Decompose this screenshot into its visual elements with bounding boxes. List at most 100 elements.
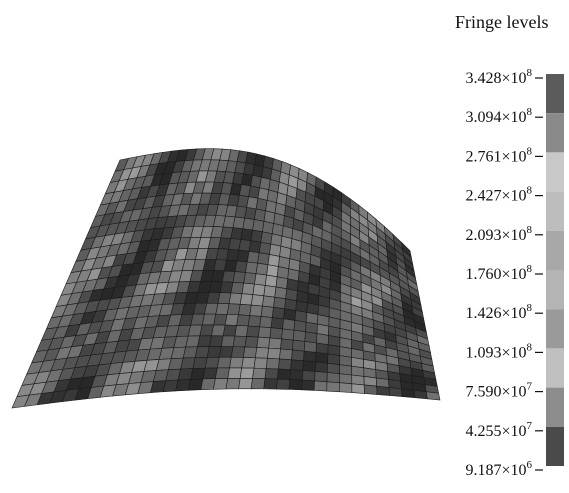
mesh-cell bbox=[209, 336, 223, 347]
mesh-cell bbox=[414, 390, 428, 399]
color-segment bbox=[546, 427, 564, 466]
fringe-color-bar bbox=[546, 74, 564, 466]
mesh-cell bbox=[302, 380, 315, 390]
mesh-cell bbox=[239, 378, 253, 388]
mantissa: 3.428 bbox=[465, 70, 501, 87]
mesh-cell bbox=[389, 388, 402, 397]
base: ×10 bbox=[501, 227, 526, 244]
level-label: 3.428×108 bbox=[465, 67, 532, 87]
mesh-cell bbox=[205, 357, 219, 368]
exponent: 6 bbox=[527, 459, 533, 471]
level-label: 2.761×108 bbox=[465, 145, 532, 165]
mesh-cell bbox=[251, 378, 265, 388]
level-label: 9.187×106 bbox=[465, 459, 532, 479]
mesh-cell bbox=[212, 325, 226, 336]
mesh-cell bbox=[225, 314, 238, 325]
mantissa: 7.590 bbox=[465, 384, 501, 401]
mesh-cell bbox=[305, 332, 317, 343]
mesh-cell bbox=[254, 358, 267, 369]
mesh-cell bbox=[262, 296, 274, 308]
color-segment bbox=[546, 192, 564, 231]
mesh-cell bbox=[352, 384, 365, 394]
mesh-cell bbox=[226, 378, 240, 389]
mesh-cell bbox=[207, 346, 221, 357]
mesh-cell bbox=[216, 303, 229, 314]
mesh-cell bbox=[229, 293, 242, 304]
mesh-cell bbox=[290, 370, 303, 380]
mesh-cell bbox=[218, 293, 231, 304]
mesh-cell bbox=[364, 376, 377, 386]
mantissa: 1.426 bbox=[465, 305, 501, 322]
base: ×10 bbox=[501, 266, 526, 283]
fringe-plot: Fringe levels 3.428×1083.094×1082.761×10… bbox=[0, 0, 569, 493]
mesh-cell bbox=[251, 295, 264, 307]
mesh-cell bbox=[242, 283, 255, 295]
mesh-cell bbox=[251, 230, 263, 242]
mesh-cell bbox=[223, 325, 236, 336]
mesh-cell bbox=[246, 262, 258, 274]
mesh-cell bbox=[364, 385, 377, 395]
level-label: 7.590×107 bbox=[465, 381, 532, 401]
color-segment bbox=[546, 270, 564, 309]
mesh-cell bbox=[214, 314, 227, 325]
mesh-cell bbox=[230, 357, 244, 368]
exponent: 8 bbox=[527, 341, 533, 353]
mesh-cell bbox=[233, 272, 246, 284]
mesh-cell bbox=[283, 319, 295, 330]
mesh-cell bbox=[221, 336, 235, 347]
mesh-cell bbox=[237, 315, 250, 326]
mesh-cell bbox=[316, 352, 328, 363]
exponent: 7 bbox=[527, 381, 533, 393]
mesh-cell bbox=[426, 392, 440, 400]
mesh-cell bbox=[339, 374, 351, 384]
base: ×10 bbox=[501, 305, 526, 322]
mesh-cell bbox=[265, 368, 278, 379]
color-segment bbox=[546, 74, 564, 113]
mesh-cell bbox=[260, 316, 273, 327]
color-segment bbox=[546, 113, 564, 152]
level-label: 2.427×108 bbox=[465, 185, 532, 205]
mesh-cell bbox=[247, 251, 259, 263]
mesh-cell bbox=[255, 347, 268, 358]
base: ×10 bbox=[501, 423, 526, 440]
exponent: 8 bbox=[527, 185, 533, 197]
color-segment bbox=[546, 152, 564, 191]
mesh-cell bbox=[291, 350, 304, 361]
level-label: 1.760×108 bbox=[465, 263, 532, 283]
mesh-cell bbox=[254, 274, 266, 286]
exponent: 7 bbox=[527, 420, 533, 432]
mesh-cell bbox=[316, 343, 328, 354]
mesh-cell bbox=[284, 309, 296, 321]
mesh-cell bbox=[203, 368, 217, 379]
mesh-cell bbox=[213, 378, 227, 389]
mesh-cell bbox=[228, 368, 242, 379]
level-label: 2.093×108 bbox=[465, 224, 532, 244]
mesh-cell bbox=[339, 383, 352, 393]
base: ×10 bbox=[501, 109, 526, 126]
mesh-cell bbox=[261, 306, 274, 317]
mesh-cell bbox=[272, 307, 284, 319]
mesh-cell bbox=[302, 370, 315, 380]
mesh-cell bbox=[282, 329, 295, 340]
mesh-cell bbox=[293, 330, 305, 341]
mesh-cell bbox=[245, 336, 258, 347]
mesh-cell bbox=[271, 318, 284, 329]
mesh-cell bbox=[264, 379, 278, 389]
mantissa: 4.255 bbox=[465, 423, 501, 440]
mesh-cell bbox=[250, 305, 263, 316]
base: ×10 bbox=[501, 188, 526, 205]
mesh-cell bbox=[259, 242, 271, 254]
level-label: 4.255×107 bbox=[465, 420, 532, 440]
mesh-cell bbox=[304, 351, 317, 362]
mesh-cell bbox=[327, 382, 340, 392]
mesh-cell bbox=[327, 373, 340, 383]
mesh-cell bbox=[377, 386, 390, 395]
mesh-cell bbox=[237, 250, 249, 262]
mesh-cell bbox=[401, 389, 414, 398]
base: ×10 bbox=[501, 70, 526, 87]
mesh-cell bbox=[231, 347, 245, 358]
mesh-cell bbox=[327, 363, 339, 373]
mesh-cell bbox=[258, 253, 270, 265]
mesh-cell bbox=[279, 349, 292, 360]
mesh-cell bbox=[248, 316, 261, 327]
